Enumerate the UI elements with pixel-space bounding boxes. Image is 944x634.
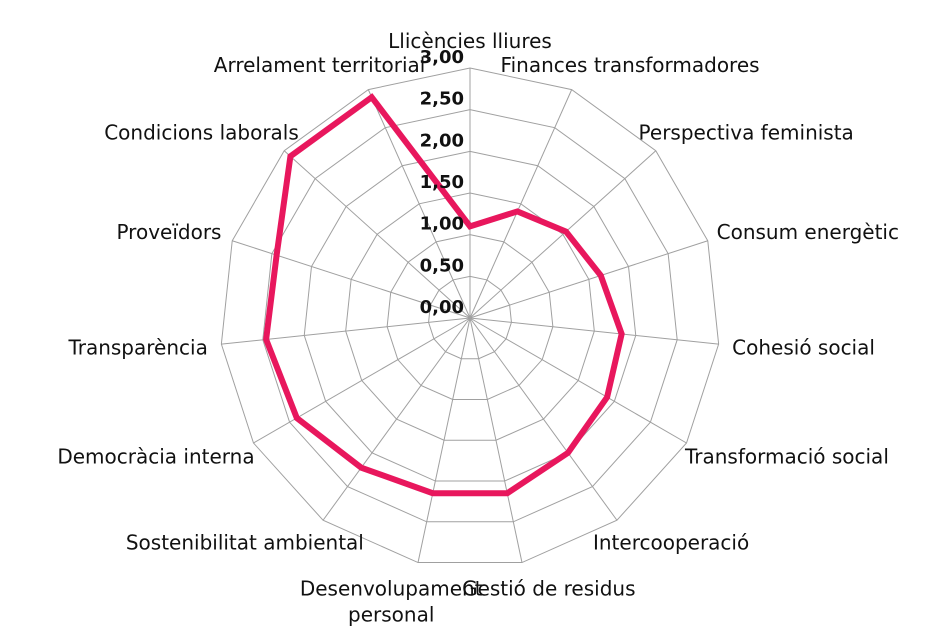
category-label: Consum energètic [716,220,899,245]
y-tick-label: 1,50 [420,172,464,193]
spoke [469,317,618,521]
category-label: Condicions laborals [104,120,299,145]
grid-ring [262,109,678,523]
spoke [469,240,708,319]
grid-ring [428,275,512,360]
spoke [417,317,471,563]
category-label: Proveïdors [116,220,222,245]
spoke [221,317,471,345]
y-tick-label: 2,00 [420,130,464,151]
spoke [469,317,719,345]
category-label: Cohesió social [732,334,875,359]
spoke [469,317,523,563]
spoke [322,317,471,521]
y-tick-label: 1,00 [420,214,464,235]
category-label: Llicències lliures [388,29,552,53]
spoke [253,317,471,444]
spoke [367,89,471,319]
spoke [283,150,471,319]
y-tick-label: 2,50 [420,89,464,110]
category-label: Perspectiva feminista [638,120,854,145]
spoke [469,150,657,319]
category-label: Desenvolupament personal [299,576,483,627]
category-label: Finances transformadores [500,52,760,77]
spoke [469,89,573,319]
series-line [263,93,625,497]
category-label: Gestió de residus [462,576,636,601]
category-label: Democràcia interna [57,444,255,469]
category-label: Transformació social [684,444,889,469]
grid-ring [303,150,637,482]
category-label: Intercooperació [592,530,750,555]
grid-ring [386,234,554,401]
y-tick-label: 0,50 [420,255,464,276]
spoke [232,240,471,319]
category-label: Transparència [68,334,208,359]
category-label: Arrelament territorial [213,52,426,77]
grid-ring [220,67,720,564]
grid-ring [345,192,595,441]
spoke [469,317,687,444]
y-tick-label: 0,00 [420,297,464,318]
y-tick-label: 3,00 [420,47,464,68]
category-label: Sostenibilitat ambiental [125,530,364,555]
